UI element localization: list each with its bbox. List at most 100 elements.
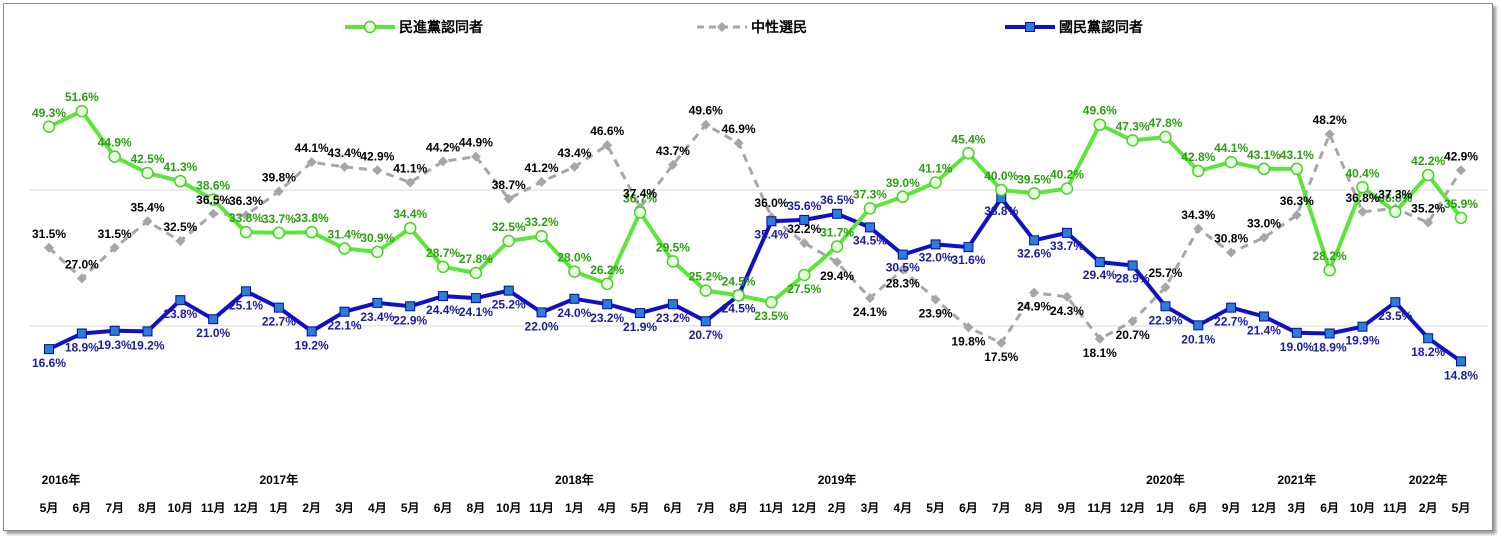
data-label: 49.3% [32,106,66,120]
data-point [897,264,908,275]
data-label: 46.9% [722,122,756,136]
data-point [305,225,318,239]
month-tick-label: 2月 [828,501,847,515]
data-label: 23.8% [163,307,197,321]
data-label: 49.6% [1083,104,1117,118]
data-point [469,266,483,280]
data-label: 21.0% [196,326,230,340]
data-label: 48.2% [1313,113,1347,127]
month-tick-label: 11月 [759,501,784,515]
data-label: 16.6% [32,356,66,370]
data-point [174,174,187,188]
month-tick-label: 2月 [1419,501,1438,515]
data-point [75,104,89,118]
data-point [1258,311,1269,322]
month-tick-label: 1月 [270,501,289,515]
data-point [633,206,647,219]
data-point [1389,205,1402,219]
legend-label: 國民黨認同者 [1059,19,1143,36]
data-point [568,265,581,278]
month-tick-label: 4月 [893,501,912,515]
data-label: 43.7% [656,144,690,158]
month-tick-label: 8月 [138,501,157,515]
month-tick-label: 5月 [631,501,650,515]
data-label: 35.2% [1411,202,1445,216]
data-point [535,229,548,243]
data-label: 24.5% [722,274,756,288]
data-label: 32.6% [1017,246,1051,260]
data-label: 38.8% [984,204,1018,218]
data-label: 39.5% [1017,172,1051,186]
data-label: 25.1% [229,298,263,312]
data-label: 19.2% [130,338,164,352]
month-tick-label: 10月 [168,501,193,515]
data-label: 35.6% [787,199,821,213]
data-point [830,240,844,253]
data-label: 24.9% [1017,300,1051,314]
data-label: 47.3% [1116,119,1150,133]
data-point [1324,328,1335,339]
data-label: 40.4% [1345,166,1379,180]
month-tick-label: 11月 [1383,501,1408,515]
data-point [1323,263,1336,277]
data-label: 31.5% [32,227,66,241]
data-label: 33.7% [262,212,296,226]
data-label: 36.8% [1345,191,1379,205]
month-tick-label: 11月 [201,501,226,515]
data-point [635,308,646,319]
data-point [273,186,284,197]
data-point [1456,165,1466,176]
data-point [503,285,514,296]
data-point [1456,356,1466,367]
month-tick-label: 12月 [233,501,258,515]
data-point [142,216,153,227]
data-point [602,140,613,151]
data-point [208,208,219,219]
data-label: 24.3% [1050,304,1084,318]
data-label: 47.8% [1148,116,1182,130]
data-label: 36.0% [754,196,788,210]
data-label: 42.8% [1181,150,1215,164]
data-point [1423,333,1434,344]
data-label: 38.7% [492,178,526,192]
legend-item: 中性選民 [697,19,807,36]
data-label: 30.8% [1214,232,1248,246]
data-label: 36.5% [820,193,854,207]
data-label: 23.5% [1378,309,1412,323]
chart-frame [3,3,1493,531]
data-label: 51.6% [65,90,99,104]
year-tick-label: 2020年 [1146,472,1185,487]
data-point [962,147,975,160]
data-point [1159,130,1172,144]
data-label: 27.5% [787,282,821,296]
data-label: 28.2% [1313,249,1347,263]
data-point [1423,217,1434,228]
month-tick-label: 7月 [992,501,1011,515]
data-label: 33.8% [229,211,263,225]
month-tick-label: 5月 [926,501,945,515]
data-point [1257,162,1271,176]
month-tick-label: 6月 [664,501,683,515]
data-point [929,176,942,189]
data-label: 34.5% [853,233,887,247]
data-label: 38.6% [196,179,230,193]
data-label: 21.9% [623,320,657,334]
data-label: 42.9% [1444,149,1478,163]
data-point [1192,164,1205,178]
data-point [832,257,843,268]
data-label: 35.9% [1444,197,1478,211]
data-point [206,193,220,206]
data-label: 20.1% [1181,332,1215,346]
data-label: 36.7% [623,191,657,205]
data-label: 35.4% [754,227,788,241]
data-label: 37.4% [623,187,657,201]
data-point [864,222,875,233]
data-label: 39.0% [886,176,920,190]
data-point [241,210,252,221]
data-point [1160,282,1171,293]
series-line [47,123,1463,345]
month-tick-label: 12月 [1251,501,1276,515]
data-label: 22.9% [1148,313,1182,327]
data-label: 23.2% [656,311,690,325]
data-label: 41.1% [393,162,427,176]
